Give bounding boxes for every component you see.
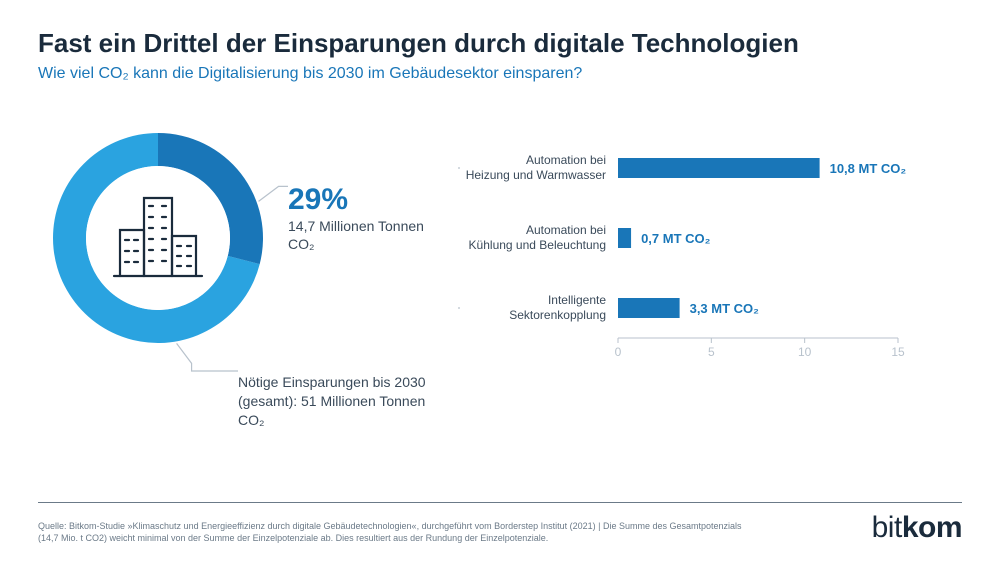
bar-label-line1: Intelligente [548,293,606,307]
logo-light: bit [872,511,902,544]
bar-chart-wrap: 051015Automation beiHeizung und Warmwass… [388,113,988,398]
x-tick-label: 5 [708,345,715,359]
total-callout: Nötige Einsparungen bis 2030 (gesamt): 5… [238,373,428,430]
bar [618,228,631,248]
percent-callout: 29% 14,7 Millionen Tonnen CO₂ [288,183,438,253]
logo-bold: kom [902,511,962,544]
bar-label-line1: Automation bei [526,153,606,167]
infographic-container: Fast ein Drittel der Einsparungen durch … [0,0,1000,563]
bar-label-line2: Heizung und Warmwasser [466,168,606,182]
bar-value-label: 0,7 MT CO₂ [641,231,711,246]
percent-sublabel: 14,7 Millionen Tonnen CO₂ [288,217,438,253]
bar-value-label: 10,8 MT CO₂ [830,161,907,176]
total-label: Nötige Einsparungen bis 2030 (gesamt): 5… [238,373,428,430]
bar-label-line1: Automation bei [526,223,606,237]
x-tick-label: 10 [798,345,812,359]
bar-value-label: 3,3 MT CO₂ [690,301,760,316]
footer-divider [38,502,962,503]
bar [618,298,680,318]
x-tick-label: 15 [891,345,905,359]
bitkom-logo: bitkom [872,511,962,545]
footer: Quelle: Bitkom-Studie »Klimaschutz und E… [38,502,962,545]
donut-chart-wrap: 29% 14,7 Millionen Tonnen CO₂ Nötige Ein… [38,113,378,463]
page-title: Fast ein Drittel der Einsparungen durch … [38,28,962,59]
bar-label-line2: Sektorenkopplung [509,308,606,322]
bar-chart: 051015Automation beiHeizung und Warmwass… [458,138,988,398]
bracket [458,168,460,308]
page-subtitle: Wie viel CO₂ kann die Digitalisierung bi… [38,65,962,83]
bar-label-line2: Kühlung und Beleuchtung [469,238,606,252]
footer-row: Quelle: Bitkom-Studie »Klimaschutz und E… [38,511,962,545]
percent-value: 29% [288,183,438,217]
content-row: 29% 14,7 Millionen Tonnen CO₂ Nötige Ein… [38,113,962,463]
x-tick-label: 0 [615,345,622,359]
bar [618,158,820,178]
footnote: Quelle: Bitkom-Studie »Klimaschutz und E… [38,520,758,545]
